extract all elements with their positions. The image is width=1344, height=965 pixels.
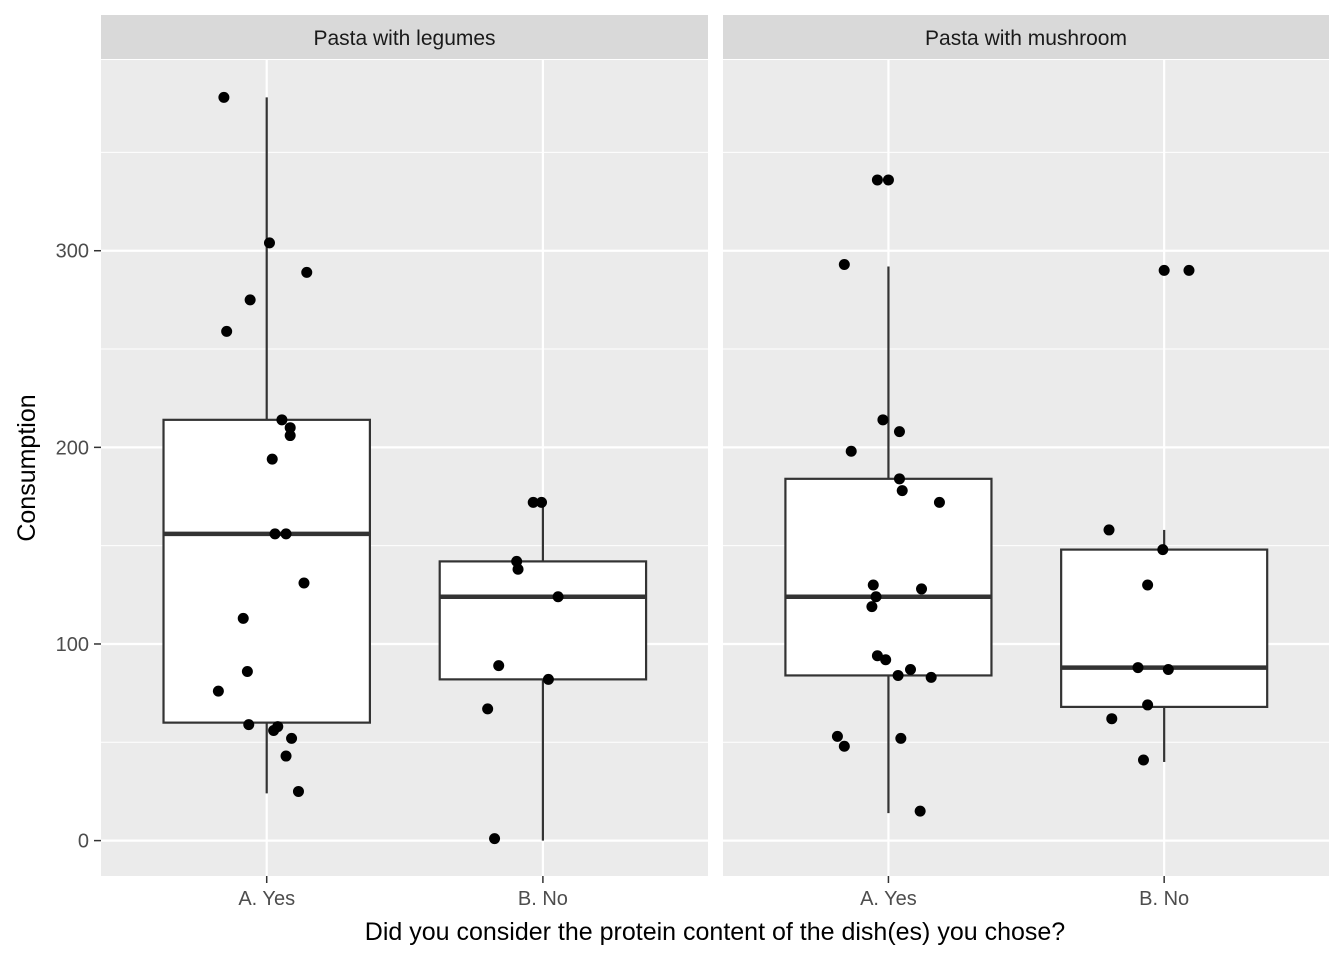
data-point (1137, 754, 1149, 766)
y-axis-title: Consumption (13, 394, 41, 541)
data-point (268, 724, 280, 736)
data-point (877, 414, 889, 426)
data-point (301, 266, 313, 278)
y-tick-label: 0 (78, 831, 89, 853)
data-point (870, 591, 882, 603)
data-point (893, 426, 905, 438)
boxplot-bno (1060, 529, 1269, 762)
data-point (925, 671, 937, 683)
data-point (1162, 664, 1174, 676)
data-point (489, 833, 501, 845)
data-point (1103, 524, 1115, 536)
data-point (542, 673, 554, 685)
boxplot-bno (438, 502, 648, 841)
data-point (286, 732, 298, 744)
facet-strip-label: Pasta with mushroom (925, 27, 1127, 50)
data-point (838, 258, 850, 270)
box (1060, 548, 1269, 709)
y-axis: 0 100 200 300 (56, 241, 101, 853)
x-tick-label: B. No (1139, 888, 1189, 910)
facet-strip (101, 15, 708, 59)
data-point (933, 496, 945, 508)
data-point (1183, 264, 1195, 276)
data-point (218, 91, 230, 103)
data-point (527, 496, 539, 508)
data-point (269, 528, 281, 540)
data-point (263, 237, 275, 249)
box (784, 477, 993, 677)
facet-panel: Pasta with mushroom A. Yes B. No (723, 15, 1329, 910)
data-point (482, 703, 494, 715)
data-point (243, 719, 255, 731)
data-point (1142, 579, 1154, 591)
data-point (237, 612, 249, 624)
facet-strip (723, 15, 1329, 59)
x-tick-label: A. Yes (238, 888, 295, 910)
data-point (893, 473, 905, 485)
box (162, 418, 372, 724)
data-point (1132, 662, 1144, 674)
data-point (880, 654, 892, 666)
data-point (276, 414, 288, 426)
boxplot-ayes (784, 266, 993, 814)
data-point (241, 666, 253, 678)
data-point (866, 601, 878, 613)
data-point (845, 445, 857, 457)
y-tick-label: 300 (56, 241, 89, 263)
data-point (552, 591, 564, 603)
data-point (280, 750, 292, 762)
data-point (1157, 544, 1169, 556)
data-point (916, 583, 928, 595)
data-point (892, 669, 904, 681)
panel-background (723, 60, 1329, 876)
data-point (831, 730, 843, 742)
data-point (536, 496, 548, 508)
data-point (1106, 713, 1118, 725)
data-point (221, 325, 233, 337)
x-tick-label: B. No (518, 888, 568, 910)
x-tick-label: A. Yes (860, 888, 917, 910)
y-tick-label: 100 (56, 634, 89, 656)
boxplot-ayes (162, 97, 372, 794)
data-point (871, 174, 883, 186)
data-point (292, 785, 304, 797)
x-axis-title: Did you consider the protein content of … (365, 918, 1065, 946)
data-point (244, 294, 256, 306)
data-point (882, 174, 894, 186)
facet-panel: Pasta with legumes A. Yes B. No (101, 15, 708, 910)
data-point (895, 732, 907, 744)
facet-strip-label: Pasta with legumes (313, 27, 495, 50)
data-point (914, 805, 926, 817)
data-point (284, 422, 296, 434)
data-point (298, 577, 310, 589)
data-point (1158, 264, 1170, 276)
data-point (867, 579, 879, 591)
data-point (266, 453, 278, 465)
data-point (896, 485, 908, 497)
data-point (212, 685, 224, 697)
data-point (512, 563, 524, 575)
box (438, 560, 648, 681)
data-point (493, 660, 505, 672)
data-point (284, 430, 296, 442)
y-tick-label: 200 (56, 437, 89, 459)
data-point (871, 650, 883, 662)
data-point (838, 740, 850, 752)
data-point (280, 528, 292, 540)
data-point (1142, 699, 1154, 711)
data-point (904, 664, 916, 676)
